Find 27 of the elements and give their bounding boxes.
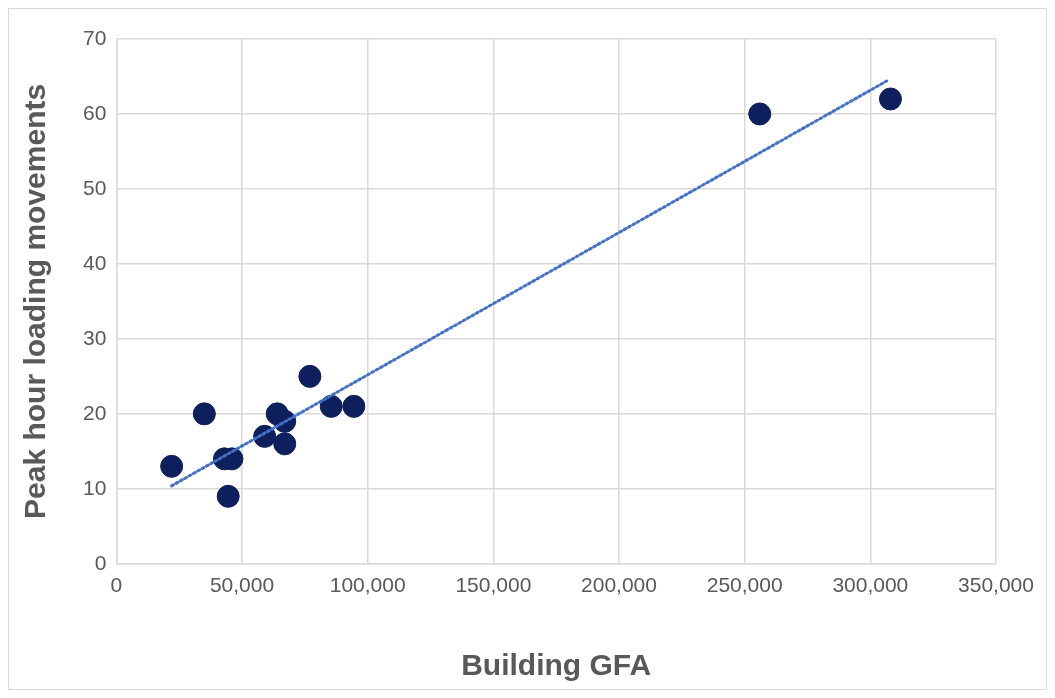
x-tick-label: 50,000 xyxy=(209,573,275,597)
y-tick-label: 10 xyxy=(83,475,107,499)
y-tick-label: 40 xyxy=(83,250,107,274)
x-tick-label: 0 xyxy=(110,573,123,597)
x-tick-label: 100,000 xyxy=(329,573,406,597)
x-tick-label: 250,000 xyxy=(706,573,783,597)
point xyxy=(192,402,216,426)
y-tick-label: 0 xyxy=(94,550,107,574)
point xyxy=(342,394,366,418)
y-tick-label: 30 xyxy=(83,325,107,349)
y-tick-label: 20 xyxy=(83,400,107,424)
y-tick-label: 50 xyxy=(83,175,107,199)
x-tick-label: 350,000 xyxy=(958,573,1034,597)
point xyxy=(298,364,322,388)
x-axis-title: Building GFA xyxy=(461,648,652,682)
x-tick-label: 300,000 xyxy=(832,573,909,597)
point xyxy=(160,454,184,478)
y-tick-label: 70 xyxy=(83,25,107,49)
y-tick-label: 60 xyxy=(83,100,107,124)
x-tick-label: 150,000 xyxy=(455,573,532,597)
point xyxy=(319,394,343,418)
y-axis-title: Peak hour loading movements xyxy=(18,83,52,519)
point xyxy=(273,432,297,456)
point xyxy=(878,87,902,111)
x-tick-label: 200,000 xyxy=(581,573,657,597)
point xyxy=(216,484,240,508)
point xyxy=(748,102,772,126)
